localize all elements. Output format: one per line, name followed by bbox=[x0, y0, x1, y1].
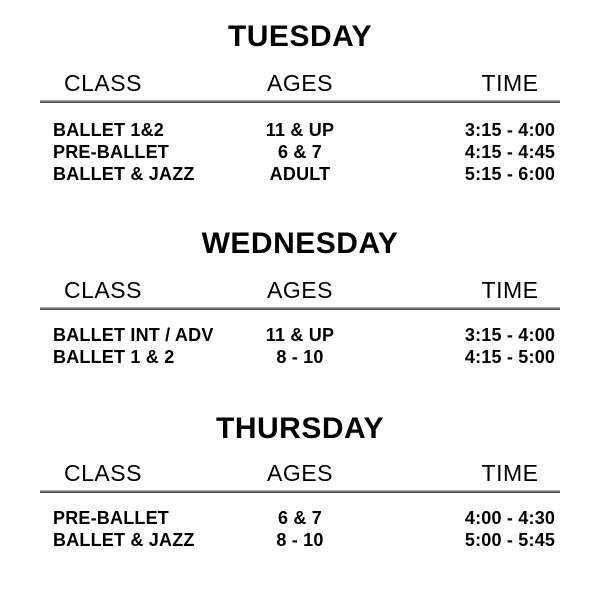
class-schedule: TUESDAY CLASS AGES TIME BALLET 1&2 11 & … bbox=[0, 20, 600, 551]
cell-ages: 6 & 7 bbox=[277, 508, 323, 528]
column-header-ages: AGES bbox=[267, 277, 333, 303]
table-row: BALLET & JAZZ ADULT 5:15 - 6:00 bbox=[40, 163, 560, 185]
cell-ages: 6 & 7 bbox=[277, 142, 323, 162]
table-row: BALLET INT / ADV 11 & UP 3:15 - 4:00 bbox=[40, 324, 560, 346]
column-header-time: TIME bbox=[481, 70, 539, 96]
header-divider bbox=[40, 100, 560, 103]
cell-time: 4:15 - 5:00 bbox=[464, 347, 556, 367]
cell-class: PRE-BALLET bbox=[53, 142, 169, 162]
cell-class: BALLET & JAZZ bbox=[53, 530, 195, 550]
cell-class: BALLET INT / ADV bbox=[53, 325, 214, 345]
table-row: PRE-BALLET 6 & 7 4:00 - 4:30 bbox=[40, 507, 560, 529]
cell-time: 5:15 - 6:00 bbox=[464, 164, 556, 184]
cell-class: BALLET & JAZZ bbox=[53, 164, 195, 184]
cell-ages: 8 - 10 bbox=[276, 347, 324, 367]
header-divider bbox=[40, 307, 560, 310]
cell-time: 4:00 - 4:30 bbox=[464, 508, 556, 528]
column-header-row: CLASS AGES TIME bbox=[40, 277, 560, 303]
cell-class: BALLET 1&2 bbox=[53, 120, 165, 140]
table-row: BALLET & JAZZ 8 - 10 5:00 - 5:45 bbox=[40, 529, 560, 551]
cell-time: 3:15 - 4:00 bbox=[464, 325, 556, 345]
column-header-class: CLASS bbox=[64, 70, 142, 96]
column-header-row: CLASS AGES TIME bbox=[40, 460, 560, 486]
cell-ages: 11 & UP bbox=[265, 120, 335, 140]
cell-ages: 8 - 10 bbox=[276, 530, 324, 550]
section-wednesday: WEDNESDAY CLASS AGES TIME BALLET INT / A… bbox=[0, 227, 600, 368]
table-row: PRE-BALLET 6 & 7 4:15 - 4:45 bbox=[40, 141, 560, 163]
section-tuesday: TUESDAY CLASS AGES TIME BALLET 1&2 11 & … bbox=[0, 20, 600, 185]
table-row: BALLET 1&2 11 & UP 3:15 - 4:00 bbox=[40, 119, 560, 141]
cell-ages: ADULT bbox=[269, 164, 331, 184]
day-title-tuesday: TUESDAY bbox=[227, 20, 373, 53]
column-header-row: CLASS AGES TIME bbox=[40, 70, 560, 96]
cell-time: 4:15 - 4:45 bbox=[464, 142, 556, 162]
table-rows: PRE-BALLET 6 & 7 4:00 - 4:30 BALLET & JA… bbox=[0, 507, 600, 551]
column-header-time: TIME bbox=[481, 460, 539, 486]
day-title-thursday: THURSDAY bbox=[216, 412, 384, 445]
column-header-time: TIME bbox=[481, 277, 539, 303]
day-title-wednesday: WEDNESDAY bbox=[201, 227, 399, 260]
column-header-ages: AGES bbox=[267, 460, 333, 486]
column-header-class: CLASS bbox=[64, 460, 142, 486]
table-rows: BALLET INT / ADV 11 & UP 3:15 - 4:00 BAL… bbox=[0, 324, 600, 368]
column-header-ages: AGES bbox=[267, 70, 333, 96]
cell-class: PRE-BALLET bbox=[53, 508, 169, 528]
cell-time: 5:00 - 5:45 bbox=[464, 530, 556, 550]
cell-time: 3:15 - 4:00 bbox=[464, 120, 556, 140]
table-rows: BALLET 1&2 11 & UP 3:15 - 4:00 PRE-BALLE… bbox=[0, 119, 600, 185]
header-divider bbox=[40, 490, 560, 493]
cell-ages: 11 & UP bbox=[265, 325, 335, 345]
cell-class: BALLET 1 & 2 bbox=[53, 347, 175, 367]
column-header-class: CLASS bbox=[64, 277, 142, 303]
table-row: BALLET 1 & 2 8 - 10 4:15 - 5:00 bbox=[40, 346, 560, 368]
section-thursday: THURSDAY CLASS AGES TIME PRE-BALLET 6 & … bbox=[0, 412, 600, 551]
